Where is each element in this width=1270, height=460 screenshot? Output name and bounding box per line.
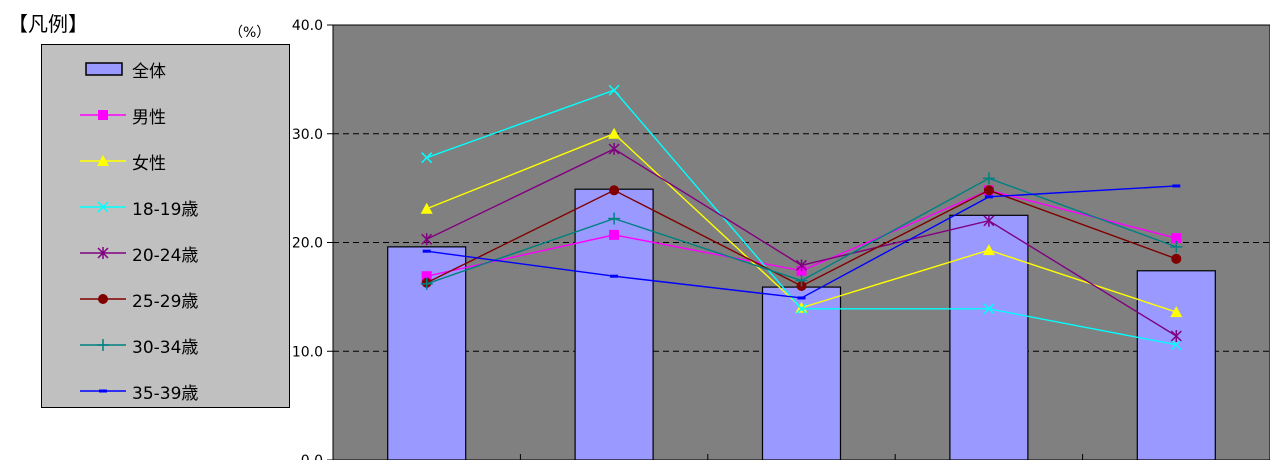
y-axis-unit-label: （%） [229, 25, 271, 41]
legend-label: 男性 [132, 108, 166, 128]
data-point [608, 127, 621, 139]
y-tick-label: 30.0 [292, 127, 323, 143]
legend-marker [97, 201, 109, 213]
legend-item: 男性 [80, 101, 280, 129]
legend-swatch [80, 389, 126, 393]
legend-label: 30-34歳 [132, 338, 199, 358]
legend-swatch [85, 62, 123, 76]
legend-swatch [80, 339, 126, 351]
bar [761, 286, 842, 460]
legend-marker [97, 339, 109, 351]
data-point [420, 277, 433, 290]
legend-label: 35-39歳 [132, 384, 199, 404]
legend-item: 18-19歳 [80, 193, 280, 221]
data-point [1170, 240, 1183, 253]
data-point [983, 185, 994, 196]
legend-marker [98, 110, 108, 120]
data-point [797, 296, 806, 300]
data-point [420, 202, 433, 214]
legend-marker [99, 389, 107, 393]
data-point [608, 84, 620, 96]
legend-marker [97, 247, 109, 259]
data-point [609, 229, 620, 240]
legend-label: 20-24歳 [132, 246, 199, 266]
data-point [608, 142, 620, 155]
legend-item: 25-29歳 [80, 285, 280, 313]
legend-swatch [80, 201, 126, 213]
bar [949, 214, 1029, 460]
legend-swatch [80, 247, 126, 259]
legend-marker [97, 155, 109, 166]
data-point [421, 271, 432, 282]
legend-label: 女性 [132, 154, 166, 174]
data-point [608, 212, 621, 225]
data-point [982, 172, 995, 185]
bar [574, 188, 654, 460]
data-point [982, 244, 995, 256]
data-point [421, 152, 433, 164]
data-point [1170, 330, 1182, 343]
legend-item: 30-34歳 [80, 331, 280, 359]
legend-marker [98, 294, 108, 304]
legend-label: 全体 [132, 62, 166, 82]
y-tick-label: 10.0 [292, 344, 323, 360]
data-point [1171, 233, 1182, 244]
legend: 全体男性女性 18-19歳 20-24歳 25-29歳 30-34歳 35-39歳 [41, 44, 290, 408]
data-point [1170, 306, 1183, 318]
data-point [795, 301, 808, 313]
data-point [421, 233, 433, 246]
bar [1136, 270, 1216, 460]
data-point [1171, 253, 1182, 264]
y-tick-label: 40.0 [292, 18, 323, 34]
data-point [610, 274, 619, 278]
data-point [1172, 184, 1181, 188]
data-point [422, 249, 431, 253]
legend-item: 35-39歳 [80, 377, 280, 405]
data-point [1170, 339, 1182, 351]
legend-heading: 【凡例】 [8, 12, 88, 36]
y-tick-label: 0.0 [301, 453, 323, 460]
data-point [795, 259, 808, 272]
data-point [795, 303, 808, 315]
legend-marker [85, 62, 123, 76]
legend-swatch [80, 155, 126, 166]
y-tick-label: 20.0 [292, 236, 323, 252]
legend-label: 25-29歳 [132, 292, 199, 312]
data-point [984, 195, 993, 199]
legend-swatch [80, 294, 126, 304]
data-point [609, 185, 620, 196]
legend-item: 全体 [80, 55, 280, 83]
data-point [983, 214, 995, 227]
legend-item: 女性 [80, 147, 280, 175]
data-point [795, 274, 808, 287]
data-point [983, 303, 995, 315]
legend-swatch [80, 110, 126, 120]
legend-item: 20-24歳 [80, 239, 280, 267]
legend-label: 18-19歳 [132, 200, 199, 220]
